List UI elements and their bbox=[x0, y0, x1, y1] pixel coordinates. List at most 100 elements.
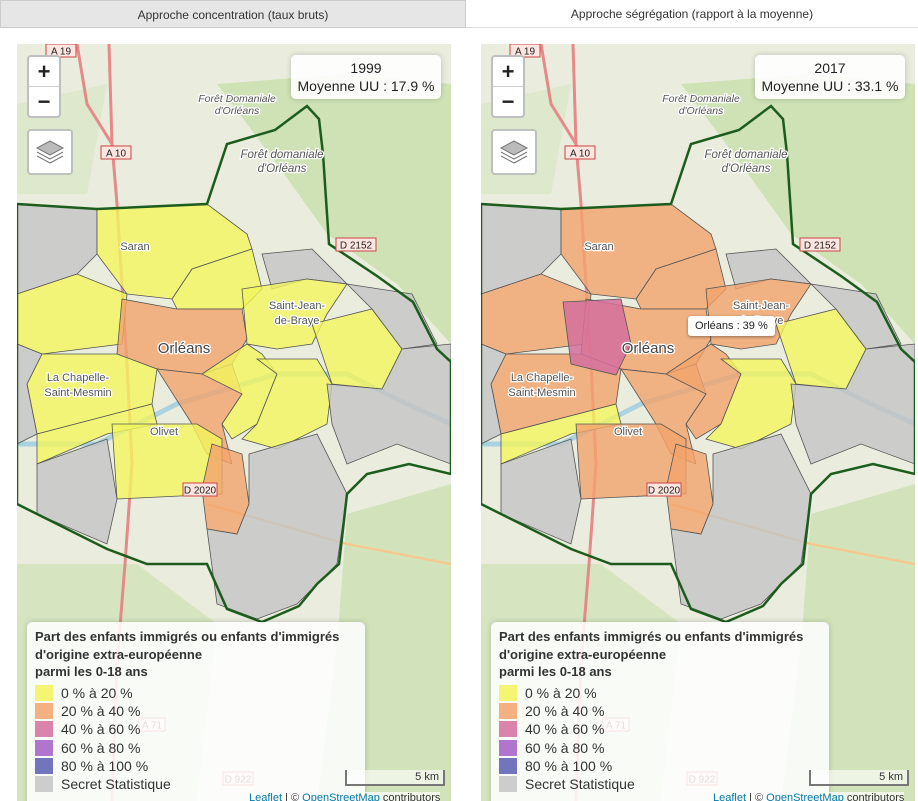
year: 1999 bbox=[350, 60, 382, 76]
mean: Moyenne UU : 17.9 % bbox=[297, 78, 435, 94]
legend-label: Secret Statistique bbox=[525, 776, 635, 792]
layers-control[interactable] bbox=[27, 129, 73, 175]
road bbox=[75, 44, 114, 145]
legend-label: 80 % à 100 % bbox=[61, 757, 149, 774]
place-label: Olivet bbox=[150, 426, 178, 438]
road-label: D 2152 bbox=[340, 241, 373, 252]
tooltip: Orléans : 39 % bbox=[688, 316, 775, 336]
road-label: D 2152 bbox=[804, 241, 837, 252]
place-label: Saint-Jean- bbox=[269, 300, 326, 312]
legend-swatch bbox=[35, 703, 53, 720]
zoom-control: + − bbox=[27, 55, 61, 118]
layers-control[interactable] bbox=[491, 129, 537, 175]
place-label: Orléans bbox=[622, 340, 675, 357]
attribution-part[interactable]: OpenStreetMap bbox=[766, 792, 844, 801]
attribution: Leaflet | © OpenStreetMap contributors bbox=[713, 792, 905, 801]
info-box: 1999 Moyenne UU : 17.9 % bbox=[291, 55, 441, 99]
tab[interactable]: Approche ségrégation (rapport à la moyen… bbox=[466, 0, 918, 28]
forest bbox=[681, 74, 915, 344]
legend-title: d'origine extra-européenne bbox=[35, 646, 203, 662]
place-label: La Chapelle- bbox=[47, 372, 110, 384]
attribution-part: | © bbox=[282, 792, 303, 801]
uu-outline bbox=[481, 104, 915, 624]
legend-title: parmi les 0-18 ans bbox=[35, 664, 148, 679]
place-label: Saran bbox=[584, 241, 613, 253]
zoom-in[interactable]: + bbox=[493, 57, 523, 87]
place-label: La Chapelle- bbox=[511, 372, 574, 384]
commune[interactable] bbox=[481, 343, 507, 445]
legend-swatch bbox=[499, 739, 517, 756]
tab[interactable]: Approche concentration (taux bruts) bbox=[0, 0, 466, 28]
legend-label: 60 % à 80 % bbox=[525, 739, 605, 756]
legend: Part des enfants immigrés ou enfants d'i… bbox=[491, 622, 829, 801]
legend-swatch bbox=[499, 703, 517, 720]
attribution-part: | © bbox=[746, 792, 767, 801]
legend: Part des enfants immigrés ou enfants d'i… bbox=[27, 622, 365, 801]
road bbox=[539, 44, 578, 145]
legend-swatch bbox=[499, 685, 517, 701]
legend-label: Secret Statistique bbox=[61, 776, 171, 792]
legend-swatch bbox=[499, 776, 517, 792]
info-box: 2017 Moyenne UU : 33.1 % bbox=[755, 55, 905, 99]
place-label: Forêt Domaniale bbox=[662, 93, 740, 105]
legend-swatch bbox=[499, 757, 517, 774]
place-label: Saint-Mesmin bbox=[508, 387, 575, 399]
legend-label: 20 % à 40 % bbox=[525, 703, 605, 720]
road-shield bbox=[509, 44, 541, 58]
legend-title: d'origine extra-européenne bbox=[499, 646, 667, 662]
attribution-part: contributors bbox=[843, 792, 905, 801]
place-label: Forêt domaniale bbox=[240, 149, 323, 161]
uu-outline bbox=[17, 104, 451, 624]
place-label: d'Orléans bbox=[258, 163, 307, 175]
year: 2017 bbox=[814, 60, 846, 76]
mean: Moyenne UU : 33.1 % bbox=[761, 78, 899, 94]
zoom-out[interactable]: − bbox=[37, 89, 51, 114]
legend-swatch bbox=[499, 721, 517, 738]
road-shield bbox=[335, 237, 377, 252]
place-label: de-Braye bbox=[275, 315, 320, 327]
place-label: Olivet bbox=[614, 426, 642, 438]
road-shield bbox=[182, 482, 218, 497]
legend-swatch bbox=[35, 757, 53, 774]
attribution: Leaflet | © OpenStreetMap contributors bbox=[249, 792, 441, 801]
attribution-part[interactable]: Leaflet bbox=[249, 792, 283, 801]
commune[interactable] bbox=[500, 438, 582, 545]
legend-title: parmi les 0-18 ans bbox=[499, 664, 612, 679]
commune[interactable] bbox=[36, 438, 118, 545]
scale-bar: 5 km bbox=[809, 770, 909, 786]
place-label: Forêt domaniale bbox=[704, 149, 787, 161]
commune[interactable] bbox=[790, 343, 915, 465]
commune[interactable] bbox=[562, 298, 632, 376]
attribution-part: contributors bbox=[379, 792, 441, 801]
legend-label: 40 % à 60 % bbox=[61, 721, 141, 738]
scale-bar: 5 km bbox=[345, 770, 445, 786]
legend-title: Part des enfants immigrés ou enfants d'i… bbox=[35, 629, 340, 644]
place-label: Forêt Domaniale bbox=[198, 93, 276, 105]
zoom-in[interactable]: + bbox=[29, 57, 59, 87]
legend-label: 80 % à 100 % bbox=[525, 757, 613, 774]
place-label: d'Orléans bbox=[679, 105, 724, 117]
commune[interactable] bbox=[17, 343, 43, 445]
road-label: A 10 bbox=[106, 149, 126, 160]
attribution-part[interactable]: Leaflet bbox=[713, 792, 747, 801]
road-label: A 10 bbox=[570, 149, 590, 160]
legend-label: 0 % à 20 % bbox=[61, 685, 133, 701]
legend-label: 40 % à 60 % bbox=[525, 721, 605, 738]
zoom-control: + − bbox=[491, 55, 525, 118]
road-label: D 2020 bbox=[184, 486, 217, 497]
forest bbox=[217, 74, 451, 344]
layers-icon bbox=[499, 140, 529, 164]
zoom-out[interactable]: − bbox=[501, 89, 515, 114]
legend-label: 20 % à 40 % bbox=[61, 703, 141, 720]
place-label: Saran bbox=[120, 241, 149, 253]
attribution-part[interactable]: OpenStreetMap bbox=[302, 792, 380, 801]
legend-swatch bbox=[35, 776, 53, 792]
road-shield bbox=[799, 237, 841, 252]
road-label: A 19 bbox=[51, 47, 71, 58]
legend-swatch bbox=[35, 721, 53, 738]
place-label: d'Orléans bbox=[722, 163, 771, 175]
commune[interactable] bbox=[326, 343, 451, 465]
